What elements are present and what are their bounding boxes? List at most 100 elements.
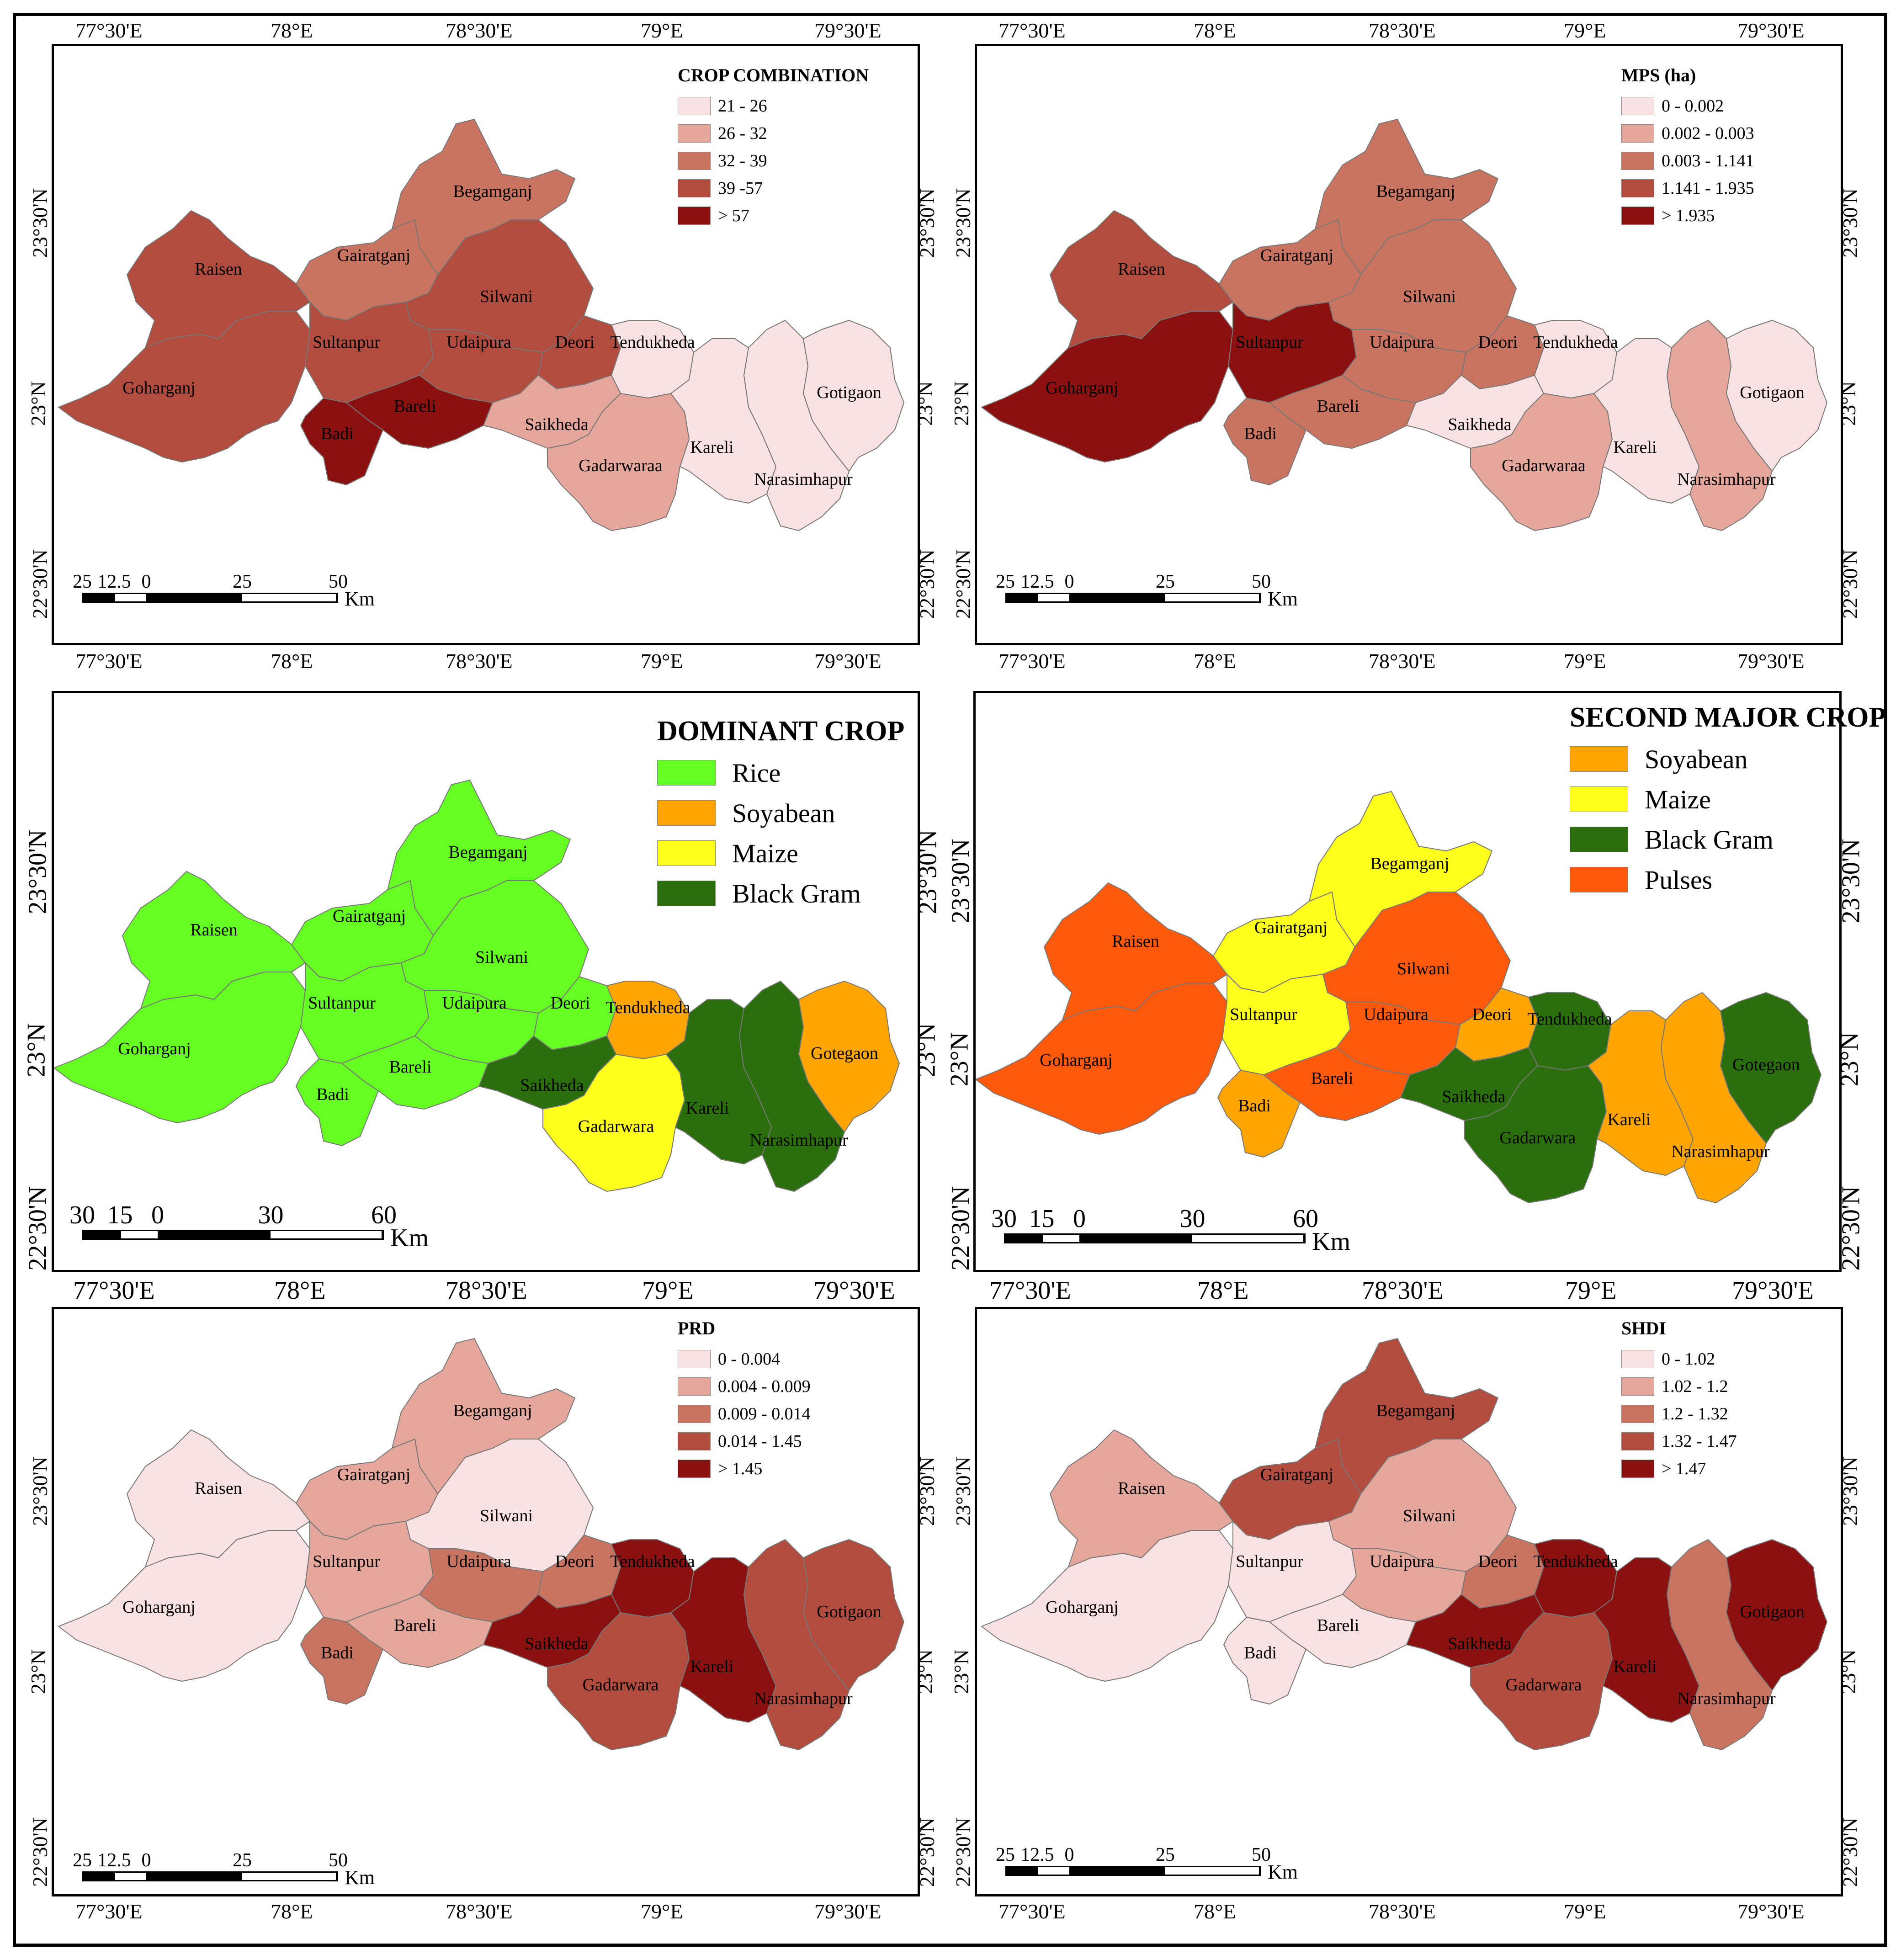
district-label-gairatganj: Gairatganj — [337, 246, 410, 265]
lon-tick-bottom: 77°30'E — [75, 649, 143, 673]
scale-tick-label: 0 — [151, 1201, 164, 1229]
district-badi — [300, 1617, 383, 1705]
district-gotigaon — [798, 981, 900, 1132]
district-label-gairatganj: Gairatganj — [333, 907, 406, 926]
scale-tick-label: 60 — [371, 1201, 397, 1229]
legend-label: 1.141 - 1.935 — [1662, 179, 1754, 198]
district-label-silwani: Silwani — [480, 287, 533, 306]
legend-label: > 1.45 — [718, 1459, 763, 1478]
district-label-deori: Deori — [1472, 1005, 1512, 1024]
legend-swatch — [1621, 97, 1654, 115]
lon-tick-bottom: 79°30'E — [813, 1276, 895, 1305]
district-label-badi: Badi — [1238, 1096, 1271, 1115]
legend-swatch — [678, 97, 711, 115]
district-label-badi: Badi — [316, 1085, 349, 1104]
legend-label: Black Gram — [732, 878, 861, 908]
scale-tick-label: 0 — [1073, 1205, 1086, 1233]
district-label-gairatganj: Gairatganj — [1254, 918, 1328, 937]
district-label-narasimhapur: Narasimhapur — [1671, 1142, 1770, 1161]
lat-tick-left: 23°N — [949, 381, 973, 426]
legend-title: MPS (ha) — [1621, 65, 1696, 85]
district-label-gairatganj: Gairatganj — [1260, 246, 1333, 265]
lon-tick-top: 79°30'E — [1737, 19, 1805, 42]
legend-swatch — [1621, 1405, 1654, 1423]
lat-tick-left: 23°N — [26, 1649, 50, 1694]
legend-item: 0 - 1.02 — [1621, 1345, 1737, 1373]
legend-item: Maize — [1570, 779, 1807, 819]
legend-label: Soyabean — [1645, 744, 1748, 774]
scale-bar: 30 15 0 30 60 Km — [991, 1204, 1350, 1256]
legend: SECOND MAJOR CROP Soyabean Maize Black Gram… — [1570, 702, 1886, 900]
scale-tick-label: 15 — [1029, 1205, 1055, 1233]
legend-swatch — [657, 760, 716, 786]
lon-tick-bottom: 77°30'E — [73, 1276, 155, 1305]
district-label-goharganj: Goharganj — [122, 378, 196, 398]
district-label-saikheda: Saikheda — [1442, 1087, 1505, 1106]
lon-tick-bottom: 78°30'E — [1369, 1900, 1436, 1923]
district-labels: Raisen Gairatganj Begamganj Silwani Sultanpu… — [122, 182, 881, 489]
district-label-gadarwara: Gadarwara — [578, 1117, 654, 1136]
map-frame: Raisen Gairatganj Begamganj Silwani Sultanpu… — [52, 691, 920, 1272]
scale-unit: Km — [1268, 1861, 1298, 1883]
lat-tick-left: 23°30'N — [28, 1456, 52, 1526]
map-frame: Raisen Gairatganj Begamganj Silwani Sultanpu… — [52, 1307, 920, 1896]
district-polygons — [58, 119, 904, 531]
lon-tick-bottom: 78°E — [271, 1900, 313, 1923]
legend-item: > 57 — [678, 202, 869, 229]
lat-tick-right: 22°30'N — [1838, 549, 1862, 619]
map-svg: Raisen Gairatganj Begamganj Silwani Sultanpu… — [58, 119, 904, 531]
legend-label: > 1.935 — [1662, 206, 1715, 225]
scale-tick-label: 30 — [69, 1201, 95, 1229]
district-labels: Raisen Gairatganj Begamganj Silwani Sultanpu… — [1046, 182, 1805, 489]
scale-tick-label: 60 — [1293, 1205, 1318, 1233]
district-label-kareli: Kareli — [686, 1099, 729, 1118]
map-svg: Raisen Gairatganj Begamganj Silwani Sultanpu… — [58, 1338, 904, 1750]
district-label-udaipura: Udaipura — [1370, 333, 1434, 352]
lon-tick-top: 79°30'E — [814, 19, 881, 42]
lat-tick-right: 23°30'N — [1838, 188, 1862, 258]
scale-tick-label: 30 — [258, 1201, 284, 1229]
scale-bar-graphic — [1005, 593, 1261, 603]
legend-swatch — [1621, 1377, 1654, 1396]
lat-tick-left: 23°N — [945, 1032, 974, 1087]
district-labels: Raisen Gairatganj Begamganj Silwani Sultanpu… — [122, 1401, 881, 1708]
lon-tick-bottom: 78°E — [274, 1276, 326, 1305]
legend-item: Black Gram — [1570, 819, 1807, 860]
scale-tick-label: 15 — [107, 1201, 133, 1229]
scale-bar-graphic — [82, 1871, 338, 1881]
district-label-gadarwaraa: Gadarwaraa — [1502, 456, 1586, 475]
lat-tick-right: 23°N — [1836, 1649, 1860, 1694]
legend: DOMINANT CROP Rice Soyabean Maize Black Gram — [657, 716, 904, 914]
district-label-narasimhapur: Narasimhapur — [754, 1689, 853, 1708]
district-gotigaon — [803, 1539, 904, 1691]
scale-unit: Km — [345, 588, 375, 610]
district-label-sultanpur: Sultanpur — [313, 333, 380, 352]
district-label-bareli: Bareli — [1317, 397, 1359, 416]
lon-tick-top: 77°30'E — [998, 19, 1066, 42]
legend-swatch — [678, 207, 711, 225]
scale-tick-label: 12.5 — [97, 1850, 131, 1871]
scale-bar-graphic — [82, 1230, 384, 1240]
legend-label: 0 - 1.02 — [1662, 1349, 1715, 1369]
district-label-deori: Deori — [1478, 333, 1518, 352]
lat-tick-right: 23°30'N — [1838, 1456, 1862, 1526]
scale-bar: 30 15 0 30 60 Km — [69, 1200, 429, 1252]
district-label-goharganj: Goharganj — [1040, 1051, 1113, 1070]
legend-item: 1.02 - 1.2 — [1621, 1373, 1737, 1400]
map-svg: Raisen Gairatganj Begamganj Silwani Sultanpu… — [54, 780, 900, 1192]
district-label-deori: Deori — [555, 1552, 595, 1571]
lat-tick-left: 23°30'N — [946, 839, 975, 924]
lat-tick-left: 23°30'N — [28, 188, 52, 258]
lat-tick-right: 23°30'N — [915, 1456, 939, 1526]
lon-tick-bottom: 78°E — [1197, 1276, 1249, 1305]
district-label-tendukheda: Tendukheda — [1527, 1009, 1612, 1029]
legend-label: 0 - 0.002 — [1662, 96, 1724, 116]
district-label-raisen: Raisen — [195, 260, 242, 279]
district-label-bareli: Bareli — [1317, 1616, 1359, 1635]
district-label-badi: Badi — [1244, 424, 1277, 443]
lon-tick-top: 77°30'E — [75, 19, 143, 42]
scale-bar-graphic — [1004, 1233, 1306, 1243]
district-label-sultanpur: Sultanpur — [308, 993, 376, 1013]
district-polygons — [54, 780, 900, 1192]
scale-unit: Km — [390, 1224, 429, 1252]
